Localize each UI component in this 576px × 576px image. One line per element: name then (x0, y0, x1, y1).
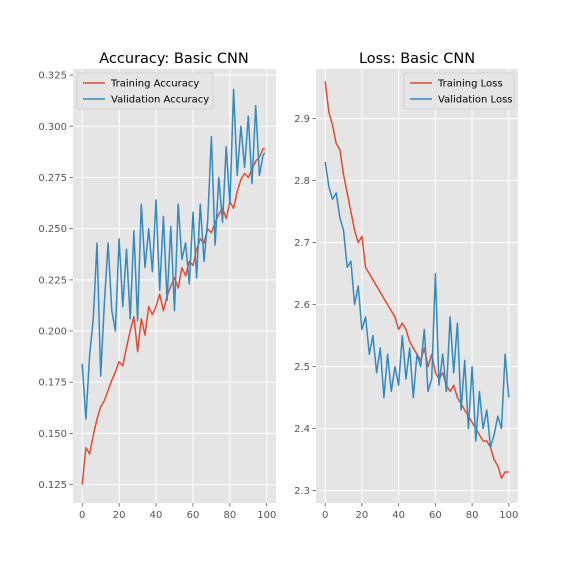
gridlines (316, 69, 518, 503)
y-tick-label: 0.125 (38, 480, 67, 491)
y-tick-label: 0.250 (38, 224, 67, 235)
series-line-training (81, 148, 265, 485)
y-tick-label: 2.3 (294, 486, 310, 497)
y-tick-label: 2.4 (294, 424, 310, 435)
loss-chart: Loss: Basic CNN 0 20 40 60 80 100 2.3 2.4 2.5 2.6… (294, 51, 518, 521)
y-tick-label: 2.6 (294, 300, 310, 311)
series-line-validation (81, 88, 266, 420)
legend: Training Accuracy Validation Accuracy (76, 72, 214, 110)
y-tick-label: 2.7 (294, 238, 310, 249)
accuracy-chart: Accuracy: Basic CNN 0 20 40 60 80 100 0.125 0.1… (38, 51, 276, 521)
gridlines (73, 69, 276, 503)
plot-area (73, 69, 276, 503)
y-tick-label: 0.150 (38, 429, 67, 440)
x-tick-label: 40 (392, 510, 405, 521)
x-tick-label: 100 (257, 510, 276, 521)
x-tick-label: 40 (150, 510, 163, 521)
legend-box (76, 72, 214, 110)
legend-label: Training Loss (437, 79, 503, 90)
x-tick-label: 80 (223, 510, 236, 521)
x-tick-label: 60 (187, 510, 200, 521)
y-tick-label: 0.275 (38, 173, 67, 184)
x-tick-label: 0 (79, 510, 85, 521)
x-tick-label: 60 (429, 510, 442, 521)
x-tick-label: 20 (113, 510, 126, 521)
y-tick-label: 0.175 (38, 378, 67, 389)
legend: Training Loss Validation Loss (403, 72, 515, 110)
chart-title: Accuracy: Basic CNN (99, 51, 248, 67)
y-tick-label: 2.5 (294, 362, 310, 373)
y-tick-label: 0.200 (38, 327, 67, 338)
legend-label: Validation Accuracy (111, 95, 209, 106)
legend-label: Validation Loss (438, 95, 513, 106)
legend-label: Training Accuracy (110, 79, 199, 90)
x-tick-label: 20 (356, 510, 369, 521)
x-tick-label: 100 (499, 510, 518, 521)
series-line-validation (324, 161, 510, 448)
y-tick-label: 0.300 (38, 122, 67, 133)
y-tick-label: 2.9 (294, 114, 310, 125)
y-tick-label: 2.8 (294, 176, 310, 187)
x-tick-label: 80 (466, 510, 479, 521)
y-tick-label: 0.225 (38, 275, 67, 286)
plot-area (316, 69, 518, 503)
y-tick-label: 0.325 (38, 71, 67, 82)
x-tick-label: 0 (322, 510, 328, 521)
chart-title: Loss: Basic CNN (359, 51, 475, 67)
legend-box (403, 72, 515, 110)
